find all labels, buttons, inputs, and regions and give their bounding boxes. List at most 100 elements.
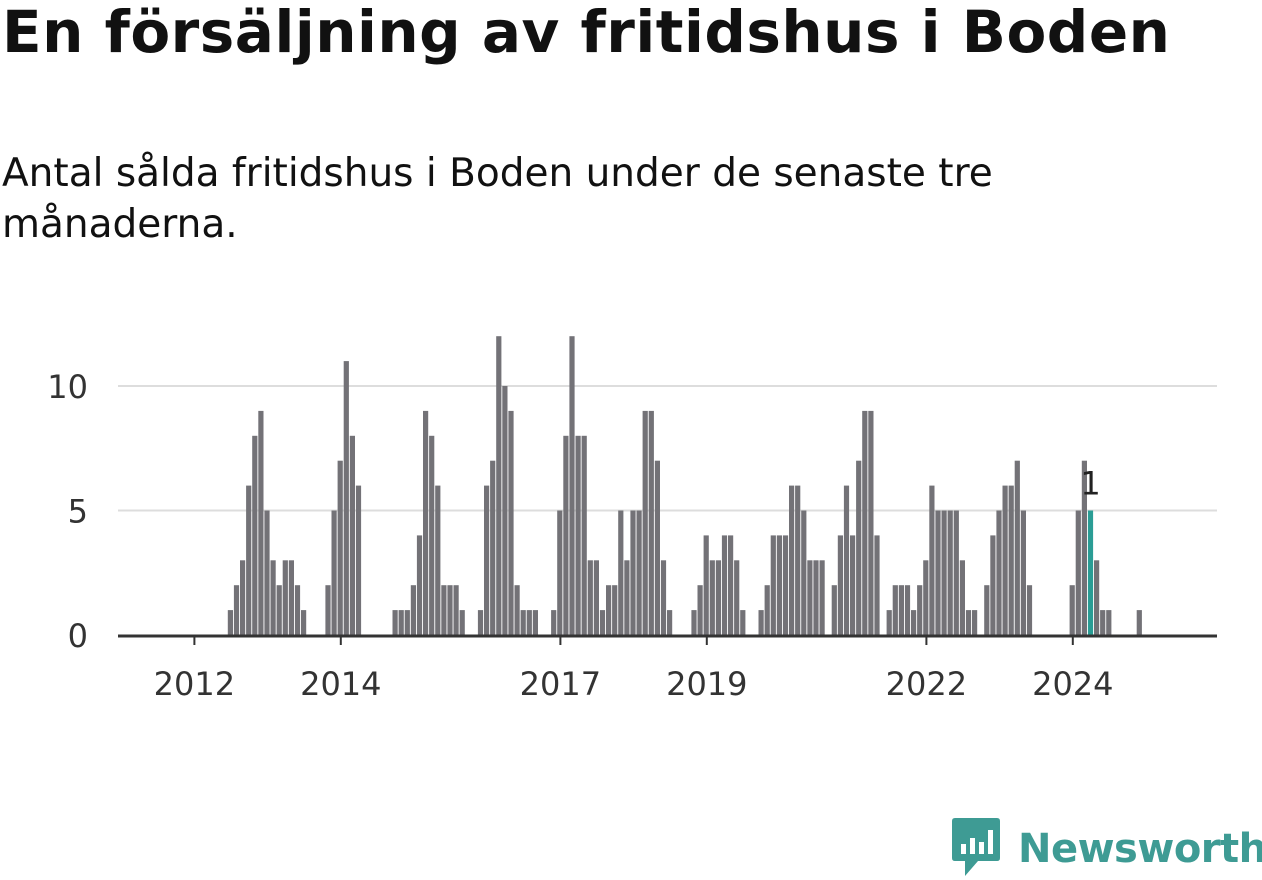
- bar: [648, 410, 654, 635]
- bar: [453, 585, 459, 635]
- bar: [709, 560, 715, 635]
- bar: [410, 585, 416, 635]
- bar: [929, 485, 935, 635]
- bar: [728, 535, 734, 635]
- bar: [557, 510, 563, 635]
- bar: [502, 386, 508, 635]
- bar: [227, 610, 233, 635]
- bar: [441, 585, 447, 635]
- bar: [618, 510, 624, 635]
- bar: [435, 485, 441, 635]
- bar: [490, 460, 496, 635]
- bar: [917, 585, 923, 635]
- axes: [118, 634, 1217, 645]
- bar: [843, 485, 850, 635]
- bar: [911, 610, 917, 635]
- bar: [856, 460, 862, 635]
- bar: [404, 610, 410, 635]
- bar: [935, 510, 941, 635]
- bar: [246, 485, 252, 635]
- bar: [484, 485, 490, 635]
- bar: [240, 560, 246, 635]
- bar: [1020, 510, 1026, 635]
- bar: [703, 535, 709, 635]
- x-tick-label: 2014: [300, 665, 381, 703]
- bar: [721, 535, 728, 635]
- x-tick-label: 2012: [154, 665, 235, 703]
- bar: [447, 585, 453, 635]
- bar: [1026, 585, 1033, 635]
- bar: [1094, 560, 1100, 635]
- bar: [288, 560, 294, 635]
- bar: [551, 610, 557, 635]
- bar: [301, 610, 307, 635]
- bar: [1100, 610, 1106, 635]
- bar: [892, 585, 898, 635]
- bar: [423, 410, 429, 635]
- bar: [532, 610, 538, 635]
- bar: [258, 410, 264, 635]
- bar: [593, 560, 599, 635]
- bar: [581, 435, 587, 635]
- bar: [660, 560, 667, 635]
- bar: [990, 535, 996, 635]
- bar: [264, 510, 270, 635]
- bar: [1002, 485, 1008, 635]
- bar: [624, 560, 630, 635]
- y-tick-label: 0: [68, 617, 88, 655]
- bar: [898, 585, 904, 635]
- bar: [984, 585, 990, 635]
- x-tick-label: 2022: [886, 665, 967, 703]
- bar: [697, 585, 703, 635]
- x-tick-label: 2024: [1032, 665, 1113, 703]
- bar: [642, 410, 648, 635]
- bar: [923, 560, 929, 635]
- bar: [569, 336, 575, 635]
- bar: [355, 485, 362, 635]
- bar: [636, 510, 642, 635]
- bar: [392, 610, 398, 635]
- bar: [831, 585, 837, 635]
- x-tick-label: 2017: [520, 665, 601, 703]
- bar: [587, 560, 593, 635]
- bar: [862, 410, 868, 635]
- bar: [1106, 610, 1112, 635]
- bar: [868, 410, 874, 635]
- bar: [819, 560, 825, 635]
- bar: [282, 560, 288, 635]
- bar: [837, 535, 843, 635]
- bar: [416, 535, 423, 635]
- bar: [654, 460, 660, 635]
- brand-name: Newsworthy: [1018, 826, 1262, 872]
- bar: [734, 560, 740, 635]
- bar: [789, 485, 795, 635]
- bar: [953, 510, 959, 635]
- bar: [343, 361, 349, 635]
- bar: [886, 610, 892, 635]
- latest-value-label: 1: [1080, 465, 1100, 503]
- bar: [1075, 510, 1081, 635]
- x-tick-label: 2019: [666, 665, 747, 703]
- bar: [996, 510, 1002, 635]
- bar: [776, 535, 782, 635]
- bar: [612, 585, 618, 635]
- bar: [520, 610, 526, 635]
- bar: [1008, 485, 1014, 635]
- bar: [276, 585, 282, 635]
- bar: [667, 610, 673, 635]
- bar: [965, 610, 972, 635]
- gridlines: [118, 385, 1217, 512]
- bar: [606, 585, 612, 635]
- bar: [874, 535, 880, 635]
- bar: [398, 610, 404, 635]
- bar: [599, 610, 606, 635]
- bar: [904, 585, 911, 635]
- y-tick-label: 10: [47, 368, 88, 406]
- bar: [715, 560, 721, 635]
- bar: [850, 535, 856, 635]
- bar: [514, 585, 520, 635]
- bar: [1014, 460, 1020, 635]
- bar: [233, 585, 240, 635]
- bar: [813, 560, 819, 635]
